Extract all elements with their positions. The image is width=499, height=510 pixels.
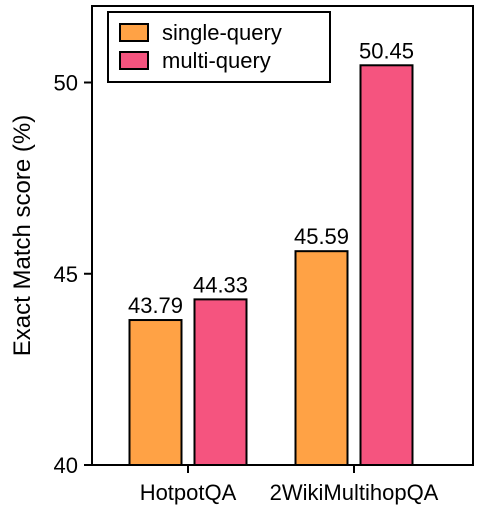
- bar-single-query-2WikiMultihopQA: [294, 250, 349, 466]
- y-axis-title: Exact Match score (%): [9, 115, 36, 356]
- x-tick-label: HotpotQA: [140, 480, 237, 505]
- y-axis: 40 45 50: [54, 71, 92, 478]
- legend-item-single-query: single-query: [119, 20, 282, 45]
- x-tick-label: 2WikiMultihopQA: [270, 480, 439, 505]
- bars-layer: [128, 64, 414, 466]
- legend-item-multi-query: multi-query: [119, 48, 271, 73]
- legend-label-single-query: single-query: [162, 20, 282, 45]
- data-label-multi-query-2WikiMultihopQA: 50.45: [359, 38, 414, 63]
- data-label-single-query-HotpotQA: 43.79: [128, 293, 183, 318]
- bar-single-query-HotpotQA: [128, 319, 183, 466]
- legend: single-query multi-query: [107, 11, 331, 83]
- legend-swatch-single-query: [119, 23, 149, 42]
- data-label-multi-query-HotpotQA: 44.33: [193, 272, 248, 297]
- legend-label-multi-query: multi-query: [162, 48, 271, 73]
- y-tick-label: 45: [54, 262, 78, 287]
- y-tick-label: 40: [54, 453, 78, 478]
- bar-multi-query-HotpotQA: [193, 298, 248, 466]
- data-label-single-query-2WikiMultihopQA: 45.59: [294, 224, 349, 249]
- bar-multi-query-2WikiMultihopQA: [359, 64, 414, 466]
- plot-frame: [91, 5, 474, 466]
- x-axis: HotpotQA 2WikiMultihopQA: [140, 465, 439, 505]
- data-labels-layer: 43.79 44.33 45.59 50.45: [128, 38, 414, 318]
- y-tick-label: 50: [54, 71, 78, 96]
- legend-swatch-multi-query: [119, 51, 149, 70]
- legend-box: [107, 11, 331, 83]
